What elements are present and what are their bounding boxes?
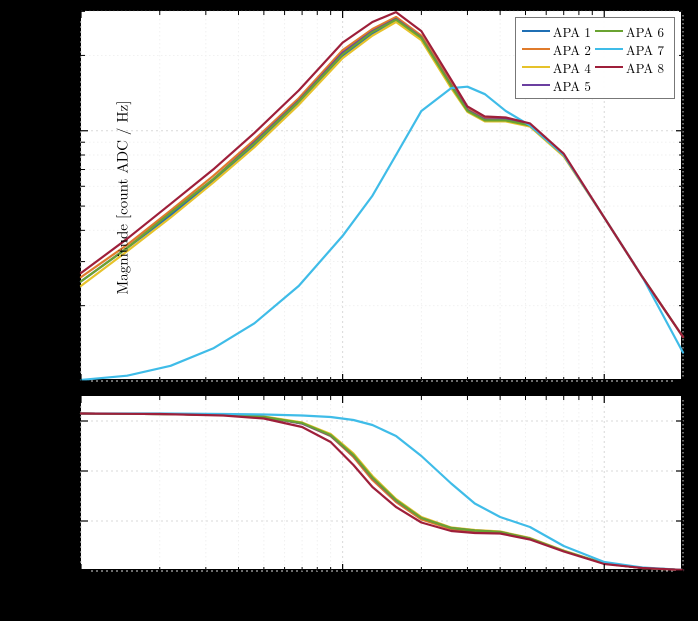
legend-label: APA 1 (553, 22, 591, 41)
tick-label: 10¹ (56, 372, 74, 391)
legend-label: APA 5 (553, 76, 591, 95)
legend-swatch (522, 84, 550, 86)
legend-swatch (522, 30, 550, 32)
phase-ylabel: Phase [rad] (58, 448, 79, 522)
legend-item: APA 8 (595, 58, 664, 76)
legend-item: APA 1 (522, 22, 591, 40)
legend-swatch (595, 30, 623, 32)
legend-label: APA 2 (553, 40, 591, 59)
tick-label: 3 (68, 412, 75, 431)
tick-label: 100 (332, 576, 352, 595)
tick-label: 10 (74, 576, 87, 595)
legend-item: APA 6 (595, 22, 664, 40)
legend-label: APA 6 (626, 22, 664, 41)
legend: APA 1APA 2APA 4APA 5 APA 6APA 7APA 8 (515, 17, 675, 99)
tick-label: 2 (68, 462, 75, 481)
tick-label: 0 (68, 562, 75, 581)
legend-label: APA 8 (626, 58, 664, 77)
magnitude-plot-panel: APA 1APA 2APA 4APA 5 APA 6APA 7APA 8 (80, 10, 682, 380)
legend-label: APA 4 (553, 58, 591, 77)
legend-item: APA 5 (522, 76, 591, 94)
legend-swatch (522, 66, 550, 68)
legend-swatch (595, 66, 623, 68)
legend-swatch (522, 48, 550, 50)
legend-item: APA 2 (522, 40, 591, 58)
phase-plot-panel (80, 395, 682, 570)
tick-label: 10² (56, 122, 74, 141)
phase-plot-svg (81, 396, 683, 571)
legend-label: APA 7 (626, 40, 664, 59)
tick-label: 1 (68, 512, 75, 531)
legend-item: APA 7 (595, 40, 664, 58)
magnitude-ylabel: Magnitude [count ADC / Hz] (111, 101, 132, 295)
legend-item: APA 4 (522, 58, 591, 76)
tick-label: 1000 (590, 576, 616, 595)
legend-swatch (595, 48, 623, 50)
xaxis-label: Frequency [Hz] (326, 598, 424, 619)
